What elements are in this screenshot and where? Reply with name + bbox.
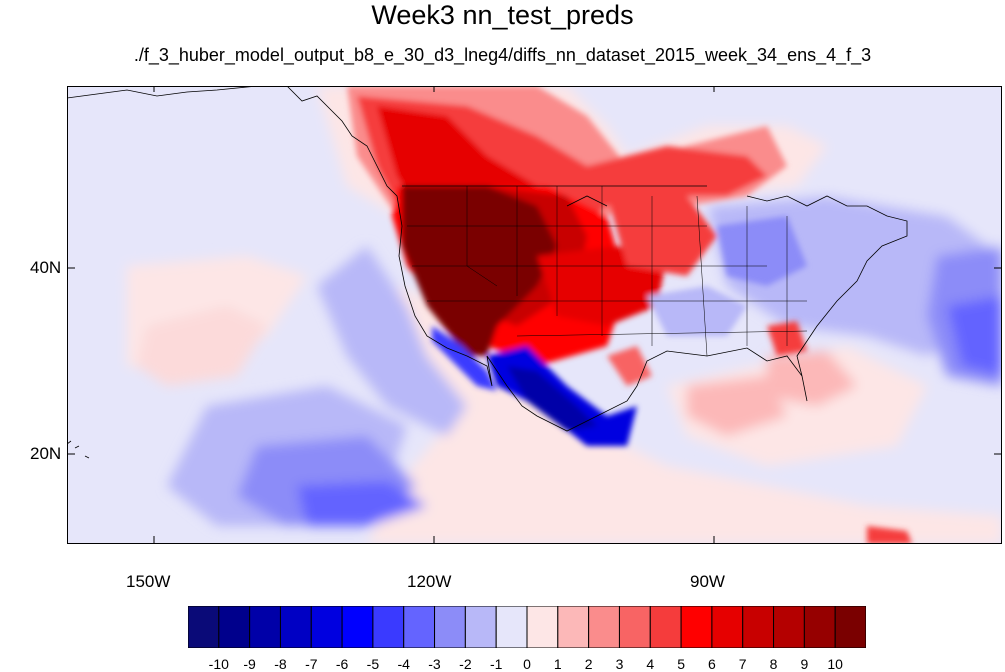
tick-marks <box>67 86 1002 544</box>
colorbar-label: -1 <box>489 656 503 672</box>
colorbar-label: 0 <box>523 656 531 672</box>
state-borders <box>407 186 808 357</box>
colorbar-box <box>680 606 713 648</box>
colorbar-box <box>341 606 374 648</box>
colorbar-box <box>403 606 436 648</box>
colorbar-label: -7 <box>305 656 318 672</box>
colorbar-label: 1 <box>553 656 562 672</box>
plot-title: Week3 nn_test_preds <box>371 0 634 30</box>
colorbar-box <box>618 606 651 648</box>
colorbar-box <box>742 606 775 648</box>
lon-label-150w: 150W <box>126 572 171 591</box>
colorbar-box <box>495 606 528 648</box>
lon-label-90w: 90W <box>690 572 725 591</box>
colorbar-label: 10 <box>827 656 843 672</box>
anomaly-field-strong <box>347 86 912 544</box>
colorbar-label: -8 <box>274 656 287 672</box>
colorbar-label: 8 <box>769 656 778 672</box>
colorbar-box <box>279 606 312 648</box>
colorbar-label: 2 <box>584 656 593 672</box>
colorbar-box <box>557 606 590 648</box>
colorbar-label: -3 <box>428 656 441 672</box>
colorbar-label: -6 <box>335 656 349 672</box>
colorbar-boxes <box>188 606 866 648</box>
colorbar-label: 4 <box>646 656 655 672</box>
lat-label-40n: 40N <box>30 258 62 277</box>
colorbar-label: -4 <box>397 656 410 672</box>
colorbar-box <box>249 606 281 648</box>
colorbar-box <box>649 606 682 648</box>
colorbar-label: -2 <box>459 656 472 672</box>
anomaly-map <box>67 86 1002 544</box>
plot-subtitle: ./f_3_huber_model_output_b8_e_30_d3_lneg… <box>133 45 872 65</box>
colorbar-box <box>711 606 744 648</box>
colorbar-box <box>526 606 559 648</box>
colorbar-label: -10 <box>208 656 229 672</box>
map-panel <box>67 86 1002 544</box>
colorbar-box <box>773 606 805 648</box>
colorbar-box <box>464 606 497 648</box>
colorbar-box <box>310 606 343 648</box>
colorbar-box <box>803 606 836 648</box>
colorbar-label: 5 <box>677 656 685 672</box>
colorbar-box <box>372 606 405 648</box>
colorbar-box <box>218 606 251 648</box>
coastlines <box>67 86 908 459</box>
colorbar-label: -9 <box>243 656 256 672</box>
colorbar <box>188 606 866 648</box>
lon-label-120w: 120W <box>407 572 452 591</box>
colorbar-label: 6 <box>707 656 716 672</box>
colorbar-box <box>188 606 220 648</box>
lat-label-20n: 20N <box>30 444 62 463</box>
colorbar-box <box>834 606 866 648</box>
colorbar-label: 7 <box>738 656 747 672</box>
colorbar-label: -5 <box>366 656 380 672</box>
map-border <box>67 86 1002 544</box>
colorbar-box <box>588 606 620 648</box>
colorbar-label: 3 <box>615 656 624 672</box>
colorbar-box <box>434 606 466 648</box>
colorbar-label: 9 <box>800 656 809 672</box>
